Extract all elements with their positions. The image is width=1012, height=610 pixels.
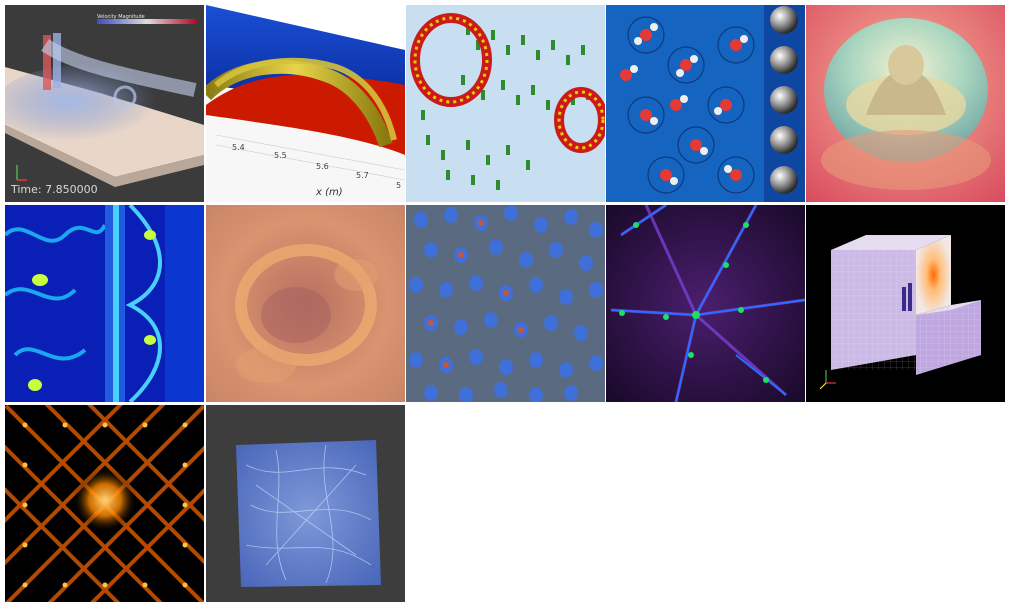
terrain-image (806, 5, 1005, 202)
x-tick-3: 5.6 (316, 162, 329, 171)
x-tick-1: 5.4 (232, 143, 245, 152)
tile-translucent-block-volume[interactable] (806, 205, 1005, 402)
cosmic-web-image (606, 205, 805, 402)
tile-blue-flow-slice[interactable] (5, 205, 204, 402)
tile-green-particle-field[interactable] (406, 5, 605, 202)
tile-terrain-surface-bump[interactable] (806, 5, 1005, 202)
orange-smoke-image (206, 205, 405, 402)
tile-blue-fibrous-cube[interactable] (206, 405, 405, 602)
molecule-image (606, 5, 805, 202)
tile-cfd-velocity-slab[interactable]: Velocity Magnitude Time: 7.850000 (5, 5, 204, 202)
tile-orange-smoke-volume[interactable] (206, 205, 405, 402)
cfd-velocity-image (5, 5, 204, 202)
time-label: Time: 7.850000 (11, 183, 98, 196)
block-volume-image (806, 205, 1005, 402)
tile-orange-lattice-diffraction[interactable] (5, 405, 204, 602)
cell-blobs-image (406, 205, 605, 402)
tile-yellow-sheet-surface[interactable]: 5.4 5.5 5.6 5.7 5 x (m) (206, 5, 405, 202)
x-tick-4: 5.7 (356, 171, 369, 180)
lattice-diffraction-image (5, 405, 204, 602)
x-axis-label: x (m) (316, 187, 343, 198)
tile-cosmic-web-filaments[interactable] (606, 205, 805, 402)
yellow-sheet-image (206, 5, 405, 202)
blue-flow-image (5, 205, 204, 402)
x-tick-2: 5.5 (274, 151, 287, 160)
green-particle-image (406, 5, 605, 202)
x-tick-5: 5 (396, 181, 402, 190)
tile-blue-cell-blobs[interactable] (406, 205, 605, 402)
colorbar-title: Velocity Magnitude (97, 14, 145, 20)
tile-molecule-water-spheres[interactable] (606, 5, 805, 202)
fibrous-cube-image (206, 405, 405, 602)
